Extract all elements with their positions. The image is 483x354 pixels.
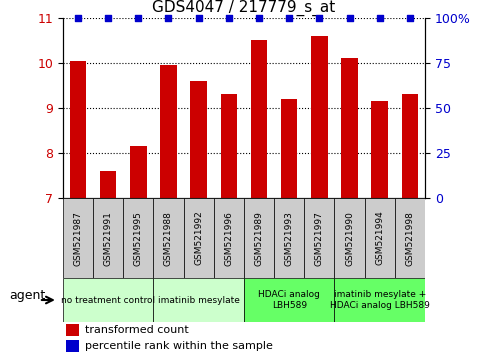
Text: agent: agent: [10, 289, 46, 302]
Bar: [63, 278, 154, 322]
Text: imatinib mesylate +
HDACi analog LBH589: imatinib mesylate + HDACi analog LBH589: [330, 290, 430, 310]
Bar: [244, 278, 334, 322]
Point: [285, 15, 293, 21]
Bar: [334, 198, 365, 278]
Point: [225, 15, 233, 21]
Bar: [395, 198, 425, 278]
Bar: [123, 198, 154, 278]
Bar: [251, 40, 267, 198]
Text: GSM521996: GSM521996: [224, 211, 233, 266]
Text: GSM521990: GSM521990: [345, 211, 354, 266]
Text: transformed count: transformed count: [85, 325, 188, 336]
Point: [376, 15, 384, 21]
Bar: [154, 198, 184, 278]
Bar: [402, 95, 418, 198]
Bar: [281, 99, 298, 198]
Bar: [100, 171, 116, 198]
Bar: [311, 36, 327, 198]
Point: [134, 15, 142, 21]
Text: GSM521994: GSM521994: [375, 211, 384, 266]
Bar: [274, 198, 304, 278]
Bar: [160, 65, 177, 198]
Bar: [334, 278, 425, 322]
Text: GSM521993: GSM521993: [284, 211, 294, 266]
Text: imatinib mesylate: imatinib mesylate: [157, 296, 240, 304]
Bar: [365, 198, 395, 278]
Bar: [371, 101, 388, 198]
Point: [255, 15, 263, 21]
Point: [165, 15, 172, 21]
Bar: [184, 198, 213, 278]
Bar: [67, 340, 79, 353]
Bar: [221, 95, 237, 198]
Text: GSM521988: GSM521988: [164, 211, 173, 266]
Text: GSM521992: GSM521992: [194, 211, 203, 266]
Text: percentile rank within the sample: percentile rank within the sample: [85, 341, 272, 352]
Bar: [341, 58, 358, 198]
Text: GSM521987: GSM521987: [73, 211, 83, 266]
Point: [346, 15, 354, 21]
Point: [74, 15, 82, 21]
Point: [315, 15, 323, 21]
Title: GDS4047 / 217779_s_at: GDS4047 / 217779_s_at: [152, 0, 336, 16]
Text: GSM521998: GSM521998: [405, 211, 414, 266]
Bar: [93, 198, 123, 278]
Point: [195, 15, 202, 21]
Bar: [244, 198, 274, 278]
Bar: [70, 61, 86, 198]
Point: [104, 15, 112, 21]
Text: GSM521997: GSM521997: [315, 211, 324, 266]
Bar: [154, 278, 244, 322]
Bar: [67, 324, 79, 336]
Bar: [213, 198, 244, 278]
Text: GSM521991: GSM521991: [103, 211, 113, 266]
Text: GSM521995: GSM521995: [134, 211, 143, 266]
Bar: [304, 198, 334, 278]
Text: GSM521989: GSM521989: [255, 211, 264, 266]
Point: [406, 15, 414, 21]
Bar: [130, 146, 146, 198]
Text: HDACi analog
LBH589: HDACi analog LBH589: [258, 290, 320, 310]
Bar: [63, 198, 93, 278]
Bar: [190, 81, 207, 198]
Text: no treatment control: no treatment control: [61, 296, 155, 304]
